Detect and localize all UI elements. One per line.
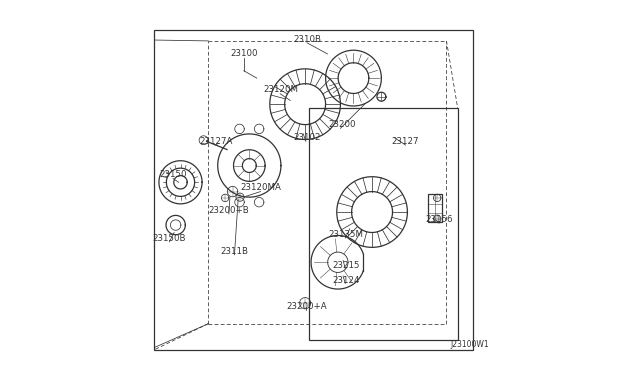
Text: 2310B: 2310B — [293, 35, 321, 44]
Bar — [309, 108, 458, 340]
Text: 23127A: 23127A — [199, 137, 232, 146]
Text: 23135M: 23135M — [328, 230, 364, 239]
Text: 23200+A: 23200+A — [287, 302, 327, 311]
Text: 23156: 23156 — [426, 215, 452, 224]
Text: 23120M: 23120M — [264, 85, 298, 94]
Text: 23200: 23200 — [328, 120, 356, 129]
Text: 23215: 23215 — [332, 262, 360, 270]
Text: 23150B: 23150B — [152, 234, 186, 243]
Bar — [428, 194, 442, 222]
Bar — [154, 30, 472, 350]
Text: 23124: 23124 — [332, 276, 360, 285]
Text: 23200+B: 23200+B — [209, 206, 249, 215]
Text: J23100W1: J23100W1 — [451, 340, 489, 349]
Text: 23127: 23127 — [392, 137, 419, 146]
Text: 23102: 23102 — [293, 133, 321, 142]
Text: 23120MA: 23120MA — [240, 183, 281, 192]
Text: 23150: 23150 — [159, 170, 187, 179]
Text: 23100: 23100 — [230, 49, 257, 58]
Text: 2311B: 2311B — [220, 247, 248, 256]
